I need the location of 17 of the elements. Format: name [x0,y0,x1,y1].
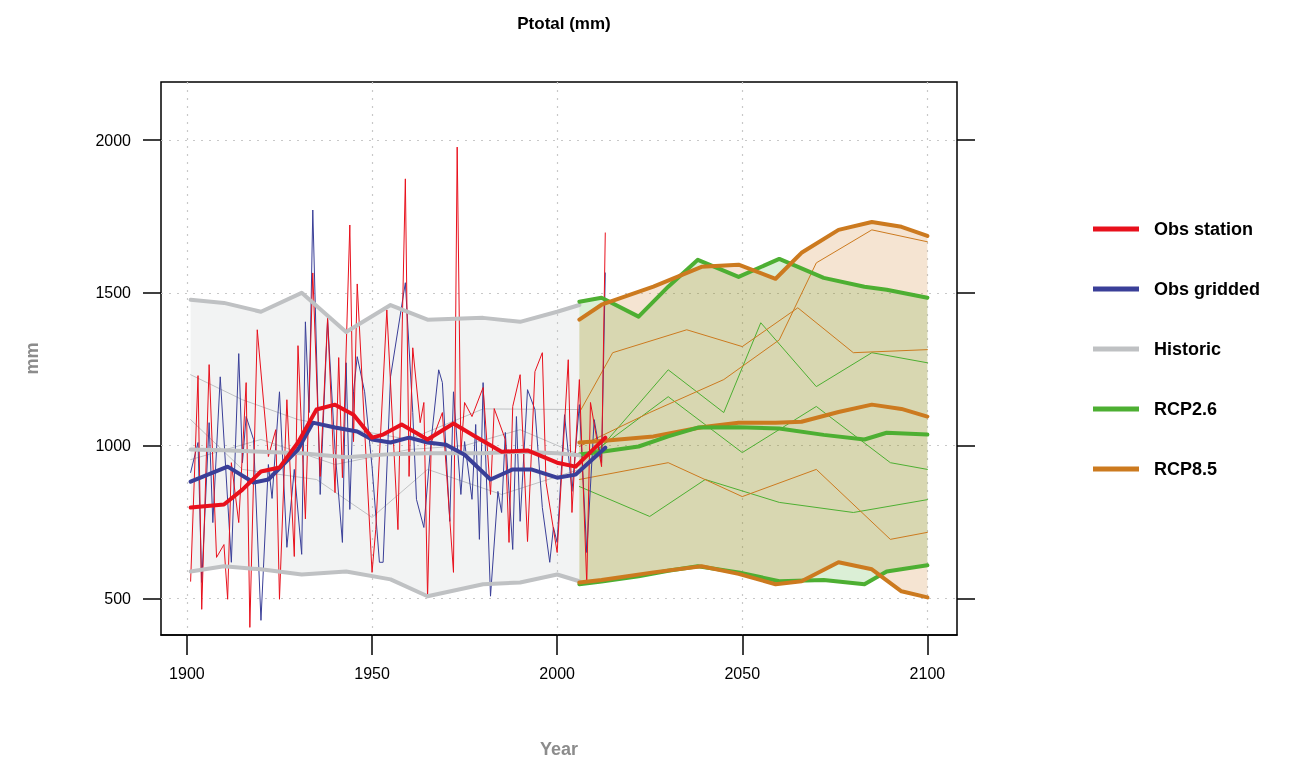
x-tick-label: 2000 [539,664,576,682]
legend-label: RCP2.6 [1154,399,1218,419]
x-tick-label: 1950 [354,664,390,682]
y-tick-label: 1500 [95,284,132,302]
legend-label: Historic [1154,339,1222,359]
y-tick-label: 1000 [95,437,132,455]
legend-label: RCP8.5 [1154,459,1218,479]
y-tick-label: 2000 [95,131,132,149]
x-tick-label: 2100 [909,664,946,682]
chart-title: Ptotal (mm) [517,14,611,33]
x-tick-label: 2050 [724,664,761,682]
y-tick-label: 500 [104,589,132,607]
y-axis-title: mm [22,342,42,375]
x-axis-title: Year [539,739,579,759]
x-tick-label: 1900 [169,664,205,682]
legend-label: Obs station [1154,219,1254,239]
legend-label: Obs gridded [1154,279,1261,299]
